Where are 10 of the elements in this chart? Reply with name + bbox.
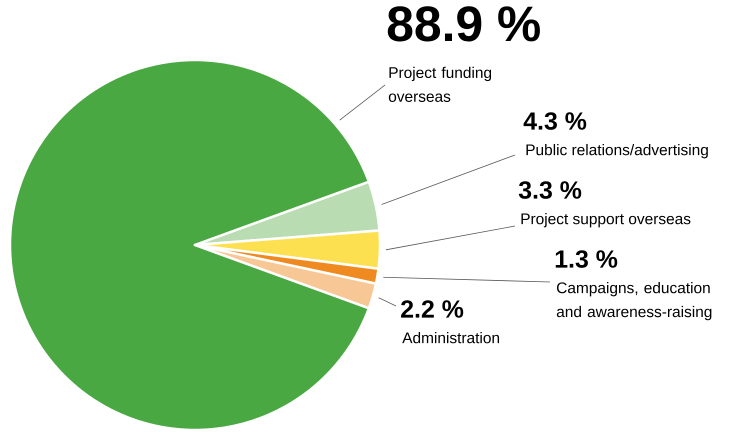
data-label: 88.9 % [388, 6, 540, 42]
data-label: 1.3 % [556, 250, 618, 268]
slice-label: Project funding overseas [388, 66, 492, 102]
slice-label: Administration [402, 332, 500, 344]
data-label: 3.3 % [518, 181, 582, 199]
slice-label: Campaigns, education and awareness-raising [556, 282, 712, 320]
slice-label: Public relations/advertising [526, 144, 708, 158]
slice-label: Project support overseas [521, 212, 690, 228]
data-label: 2.2 % [401, 300, 464, 318]
data-label: 4.3 % [524, 112, 586, 130]
